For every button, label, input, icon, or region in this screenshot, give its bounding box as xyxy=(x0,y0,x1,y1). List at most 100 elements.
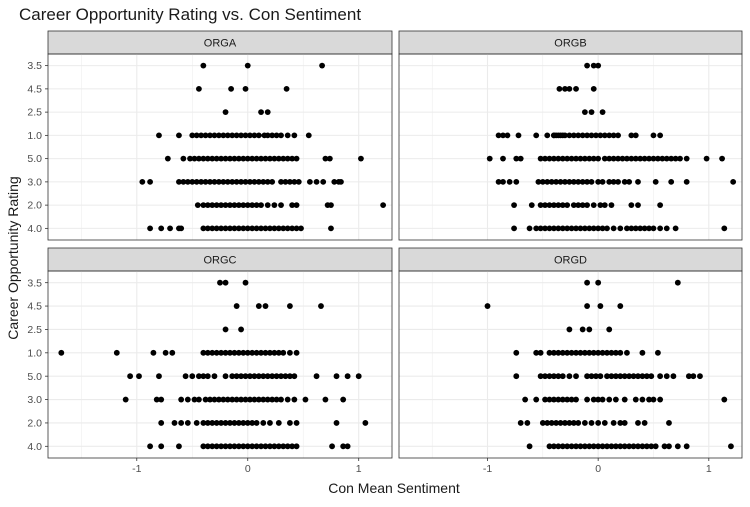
data-point xyxy=(668,155,675,162)
data-point xyxy=(235,155,242,162)
data-point xyxy=(222,279,229,286)
data-point xyxy=(575,132,582,139)
data-point xyxy=(504,132,511,139)
data-point xyxy=(287,420,293,426)
data-point xyxy=(211,178,218,185)
data-point xyxy=(196,396,202,403)
data-point xyxy=(238,132,244,139)
data-point xyxy=(164,155,171,162)
data-point xyxy=(211,396,218,403)
data-point xyxy=(606,178,613,185)
data-point xyxy=(703,155,710,162)
data-point xyxy=(147,443,153,450)
data-point xyxy=(249,420,256,426)
facet-panel-orgd: ORGD -1 0 1 xyxy=(398,247,743,475)
data-point xyxy=(287,303,293,309)
data-point xyxy=(338,178,344,185)
data-point xyxy=(220,396,227,403)
data-point xyxy=(573,396,579,403)
data-point xyxy=(590,62,597,69)
data-point xyxy=(293,349,300,356)
data-point xyxy=(287,178,293,185)
data-point xyxy=(313,178,320,185)
data-point xyxy=(258,225,264,232)
data-point xyxy=(282,373,289,380)
data-point xyxy=(601,202,608,209)
data-point xyxy=(617,420,624,426)
x-tick-label: -1 xyxy=(483,463,492,475)
data-point xyxy=(621,420,628,426)
data-point xyxy=(555,202,562,209)
data-point xyxy=(495,178,502,185)
data-point xyxy=(228,85,234,92)
facet-panel-orgc: ORGC 4.0 2.0 3.0 5.0 1.0 2.5 4.5 3.5 -1 0 1 xyxy=(27,247,393,475)
data-point xyxy=(551,225,557,232)
data-point xyxy=(546,373,553,380)
data-point xyxy=(615,178,621,185)
data-point xyxy=(577,443,584,450)
data-point xyxy=(189,373,196,380)
data-point xyxy=(495,132,502,139)
data-point xyxy=(158,443,165,450)
data-point xyxy=(171,420,178,426)
data-point xyxy=(222,443,229,450)
data-point xyxy=(559,443,566,450)
data-point xyxy=(564,202,571,209)
data-point xyxy=(262,349,269,356)
data-point xyxy=(564,443,571,450)
data-point xyxy=(617,303,624,309)
data-point xyxy=(548,178,555,185)
data-point xyxy=(551,396,557,403)
data-point xyxy=(249,155,256,162)
data-point xyxy=(615,132,621,139)
data-point xyxy=(555,225,562,232)
data-point xyxy=(573,85,579,92)
data-point xyxy=(222,420,229,426)
data-point xyxy=(204,155,211,162)
data-point xyxy=(280,443,287,450)
data-point xyxy=(58,349,65,356)
data-point xyxy=(247,396,253,403)
data-point xyxy=(584,132,590,139)
data-point xyxy=(584,396,590,403)
data-point xyxy=(284,396,291,403)
data-point xyxy=(220,178,227,185)
data-point xyxy=(728,443,734,450)
data-point xyxy=(590,349,597,356)
data-point xyxy=(551,443,557,450)
data-point xyxy=(189,132,196,139)
y-tick-label: 1.0 xyxy=(27,130,42,142)
data-point xyxy=(260,396,267,403)
data-point xyxy=(242,132,249,139)
data-point xyxy=(238,326,244,333)
data-point xyxy=(244,420,251,426)
data-point xyxy=(247,373,253,380)
data-point xyxy=(575,420,582,426)
data-point xyxy=(659,155,666,162)
data-point xyxy=(612,373,619,380)
data-point xyxy=(533,396,540,403)
data-point xyxy=(595,443,602,450)
data-point xyxy=(200,349,207,356)
data-point xyxy=(267,155,273,162)
facet-panel-orga: ORGA 4.0 2.0 3.0 5.0 1.0 2.5 4.5 3.5 xyxy=(27,30,393,241)
data-point xyxy=(193,178,200,185)
data-point xyxy=(595,279,602,286)
data-point xyxy=(500,132,506,139)
data-point xyxy=(229,178,236,185)
data-point xyxy=(624,225,630,232)
panel-border xyxy=(47,270,393,459)
data-point xyxy=(278,132,284,139)
data-point xyxy=(233,396,240,403)
data-point xyxy=(196,85,202,92)
data-point xyxy=(278,178,284,185)
data-point xyxy=(253,349,260,356)
data-point xyxy=(253,202,260,209)
data-point xyxy=(559,373,566,380)
data-point xyxy=(533,132,540,139)
x-tick-label: -1 xyxy=(132,463,141,475)
data-point xyxy=(721,225,728,232)
data-point xyxy=(293,202,300,209)
data-point xyxy=(566,326,573,333)
data-point xyxy=(244,225,251,232)
